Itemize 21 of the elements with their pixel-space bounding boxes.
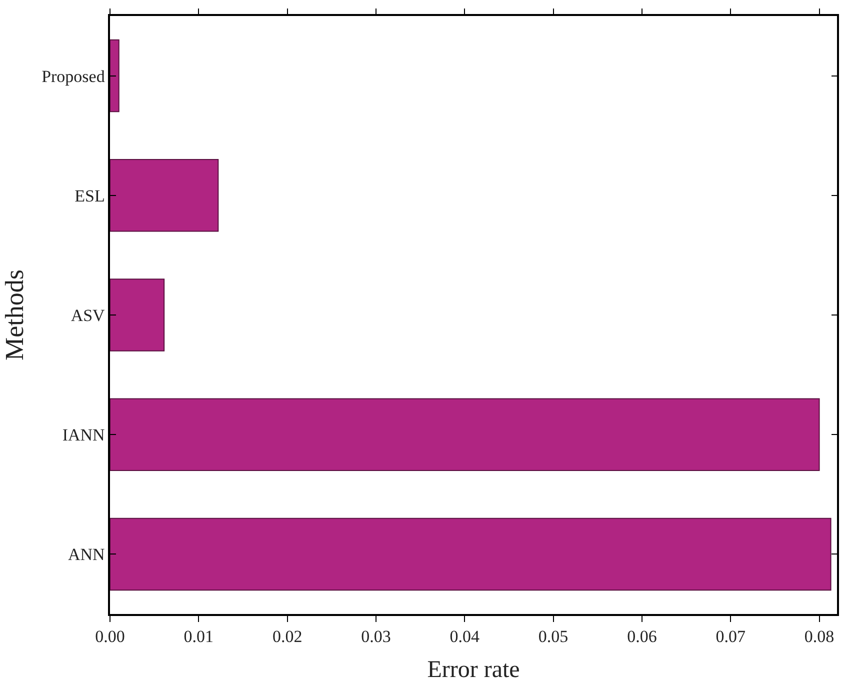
y-tick-label: IANN	[62, 426, 105, 445]
x-tick-label: 0.04	[450, 627, 480, 646]
y-axis-title: Methods	[0, 270, 29, 360]
bar	[110, 518, 832, 591]
bar	[110, 278, 165, 352]
x-tick-label: 0.07	[716, 627, 746, 646]
y-tick-label: ASV	[70, 306, 106, 325]
y-tick-label: ANN	[68, 545, 105, 564]
x-tick-label: 0.06	[627, 627, 657, 646]
x-tick-label: 0.08	[804, 627, 834, 646]
x-tick-label: 0.01	[184, 627, 214, 646]
bar	[110, 39, 120, 112]
y-tick-label: Proposed	[42, 66, 106, 86]
x-axis-title: Error rate	[427, 656, 520, 683]
bar	[110, 398, 820, 471]
bar	[110, 159, 219, 232]
x-tick-label: 0.00	[95, 627, 125, 646]
x-tick-label: 0.02	[272, 627, 302, 646]
y-tick-label: ESL	[74, 186, 105, 206]
x-tick-label: 0.03	[361, 627, 391, 646]
x-tick-label: 0.05	[538, 627, 568, 646]
